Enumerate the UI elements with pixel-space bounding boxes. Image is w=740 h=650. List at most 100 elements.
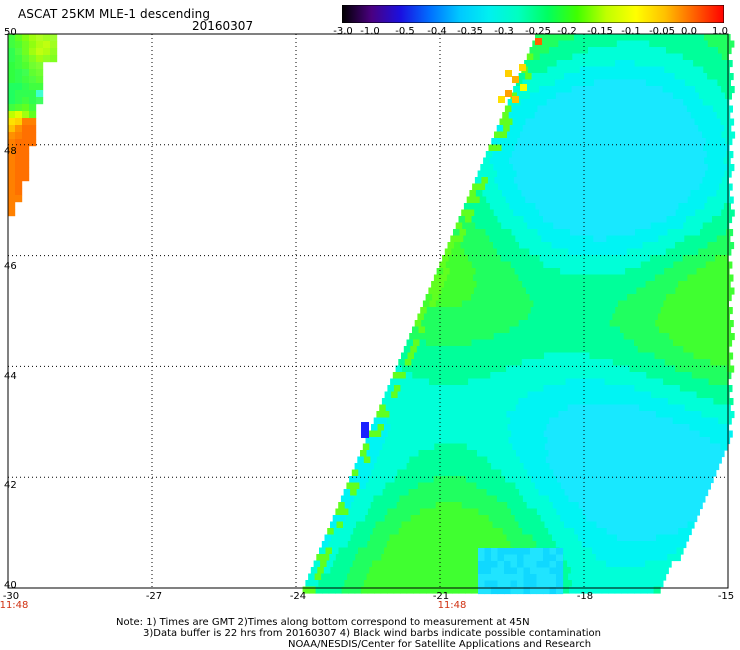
swath-cell	[705, 216, 713, 224]
swath-cell	[499, 164, 507, 172]
swath-cell	[478, 216, 486, 224]
swath-cell	[727, 86, 735, 94]
swath-cell	[652, 450, 660, 458]
swath-cell	[649, 164, 657, 172]
swath-cell	[438, 495, 446, 503]
swath-cell	[667, 183, 675, 191]
swath-cell	[433, 352, 441, 360]
swath-cell	[542, 294, 550, 302]
swath-cell	[658, 235, 666, 243]
swath-cell	[560, 112, 568, 120]
swath-cell	[645, 157, 653, 165]
swath-cell	[579, 515, 587, 523]
swath-cell	[521, 268, 529, 276]
swath-cell	[634, 105, 642, 113]
swath-cell	[453, 521, 461, 529]
swath-cell	[602, 476, 610, 484]
swath-cell	[484, 463, 492, 471]
swath-cell	[447, 320, 455, 328]
swath-cell	[581, 294, 589, 302]
swath-cell	[374, 463, 382, 471]
swath-cell	[540, 66, 548, 74]
swath-cell	[464, 417, 472, 425]
swath-cell	[456, 560, 464, 568]
swath-cell	[592, 547, 600, 555]
swath-cell	[722, 313, 730, 321]
swath-cell	[643, 456, 651, 464]
swath-cell	[635, 443, 643, 451]
swath-cell	[605, 424, 613, 432]
swath-cell	[646, 248, 654, 256]
swath-cell	[660, 339, 668, 347]
swath-cell	[328, 586, 336, 594]
swath-cell	[694, 411, 702, 419]
swath-cell	[531, 320, 539, 328]
swath-cell	[565, 580, 573, 588]
swath-cell	[475, 469, 483, 477]
swath-cell	[572, 502, 580, 510]
swath-cell	[678, 281, 686, 289]
swath-cell	[340, 528, 348, 536]
swath-cell	[655, 164, 663, 172]
swath-cell	[487, 333, 495, 341]
swath-cell	[474, 502, 482, 510]
swath-cell	[447, 489, 455, 497]
swath-cell	[452, 430, 460, 438]
swath-cell	[430, 560, 438, 568]
swath-cell	[535, 326, 543, 334]
swath-cell	[665, 404, 673, 412]
swath-cell	[456, 437, 464, 445]
swath-cell	[579, 190, 587, 198]
lon-label: -18	[576, 591, 594, 602]
swath-cell	[448, 534, 456, 542]
swath-cell	[395, 567, 403, 575]
swath-cell	[663, 424, 671, 432]
swath-cell	[534, 437, 542, 445]
swath-cell	[715, 346, 723, 354]
swath-cell	[673, 554, 681, 562]
swath-cell	[621, 508, 629, 516]
swath-cell	[510, 548, 518, 556]
swath-cell	[404, 391, 412, 399]
swath-cell	[469, 515, 477, 523]
swath-cell	[593, 359, 601, 367]
swath-cell	[426, 463, 434, 471]
swath-cell	[674, 320, 682, 328]
swath-cell	[345, 515, 353, 523]
swath-cell	[610, 580, 618, 588]
swath-cell	[641, 307, 649, 315]
swath-cell	[660, 463, 668, 471]
swath-cell	[391, 482, 399, 490]
swath-cell	[556, 508, 564, 516]
swath-cell	[620, 372, 628, 380]
swath-cell	[693, 274, 701, 282]
swath-cell	[501, 313, 509, 321]
swath-cell	[492, 398, 500, 406]
swath-cell	[450, 404, 458, 412]
swath-cell	[365, 560, 373, 568]
swath-cell	[512, 521, 520, 529]
swath-cell	[447, 411, 455, 419]
swath-cell	[665, 281, 673, 289]
swath-cell	[523, 541, 531, 549]
swath-cell	[653, 294, 661, 302]
swath-cell	[602, 274, 610, 282]
swath-cell	[717, 79, 725, 87]
swath-cell	[414, 521, 422, 529]
swath-cell	[574, 79, 582, 87]
swath-cell	[588, 339, 596, 347]
swath-cell	[623, 456, 631, 464]
swath-cell	[598, 346, 606, 354]
swath-cell	[455, 255, 463, 263]
swath-cell	[720, 40, 728, 48]
swath-cell	[427, 320, 435, 328]
swath-cell	[369, 443, 377, 451]
swath-cell	[356, 489, 364, 497]
swath-cell	[583, 352, 591, 360]
swath-cell	[514, 391, 522, 399]
swath-cell	[578, 333, 586, 341]
swath-cell	[698, 294, 706, 302]
swath-cell	[401, 521, 409, 529]
swath-cell	[676, 222, 684, 230]
swath-cell	[596, 398, 604, 406]
